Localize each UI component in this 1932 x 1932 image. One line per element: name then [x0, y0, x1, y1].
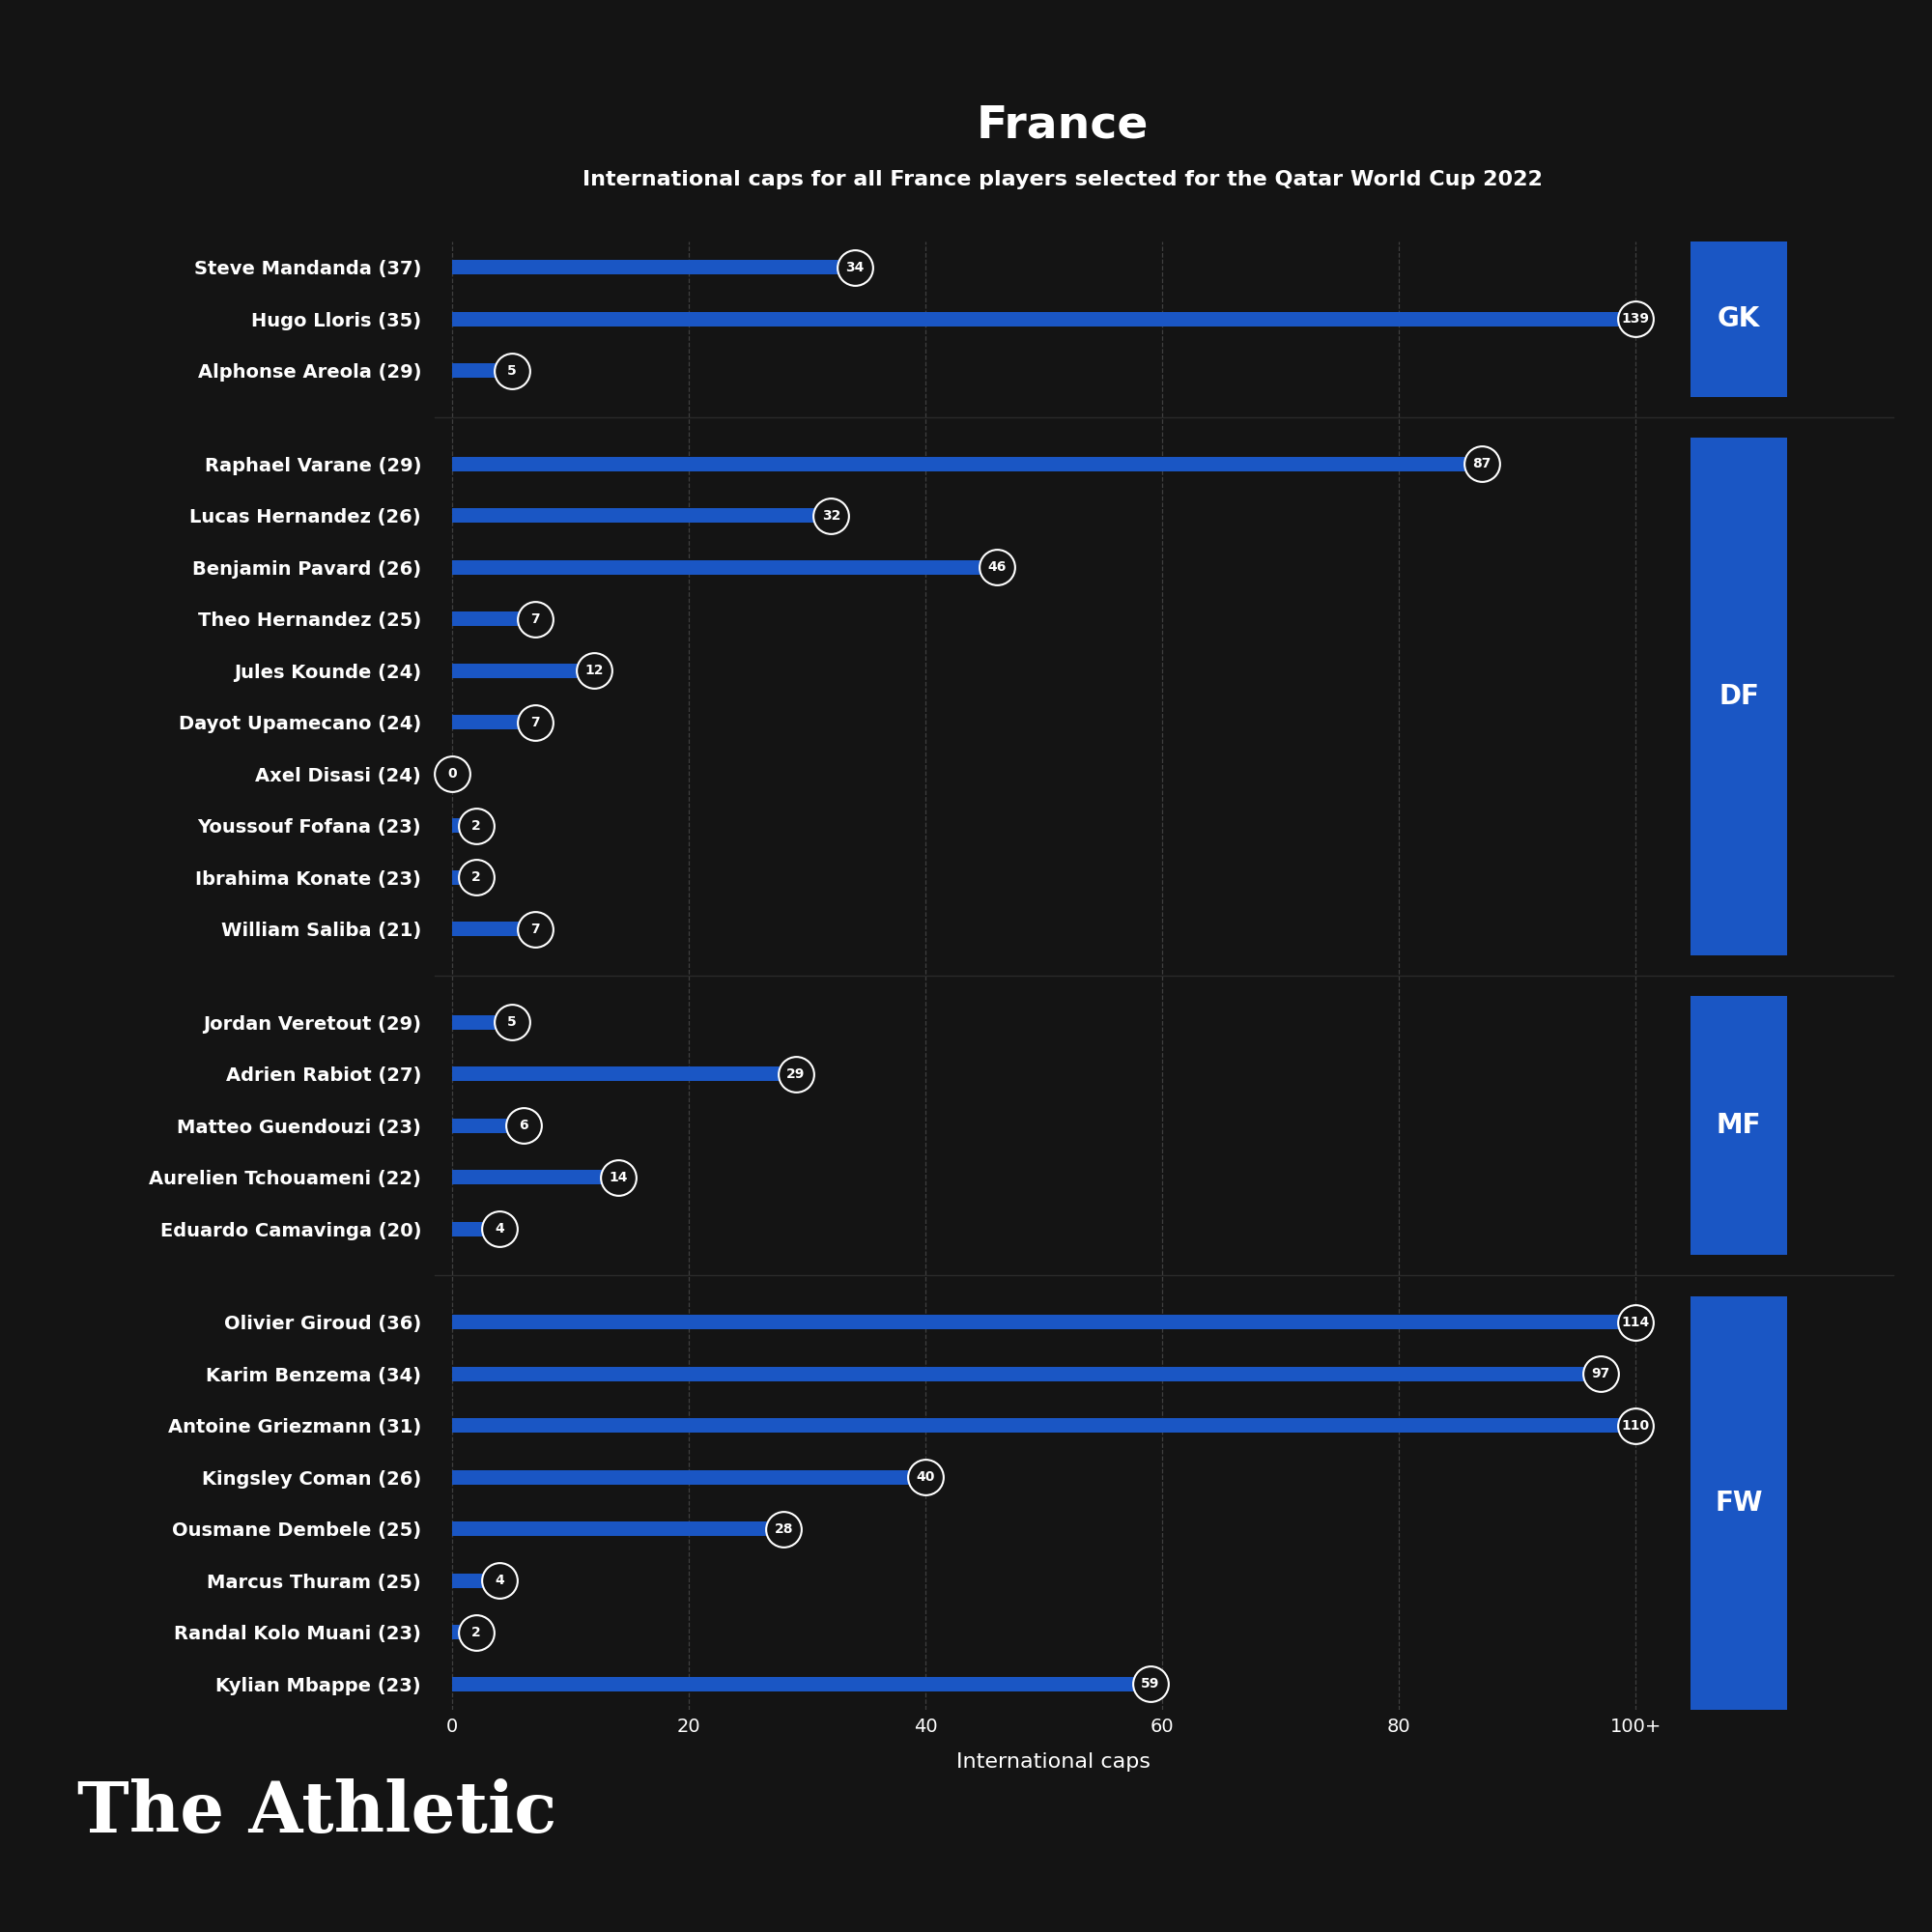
- Text: GK: GK: [1718, 305, 1760, 332]
- Point: [460, 810, 491, 840]
- Text: 0: 0: [448, 767, 458, 781]
- Text: 87: 87: [1472, 458, 1492, 471]
- Point: [520, 914, 551, 945]
- Point: [520, 603, 551, 634]
- Bar: [452, 363, 512, 379]
- Text: 5: 5: [506, 363, 516, 377]
- Bar: [452, 1418, 1636, 1434]
- Text: 5: 5: [506, 1016, 516, 1030]
- Bar: [452, 1014, 512, 1030]
- Point: [1621, 1306, 1652, 1337]
- Text: MF: MF: [1716, 1113, 1762, 1140]
- Text: 114: 114: [1621, 1316, 1650, 1329]
- Point: [769, 1513, 800, 1544]
- Point: [485, 1213, 516, 1244]
- Text: 7: 7: [531, 922, 539, 935]
- Bar: [452, 261, 854, 274]
- Point: [520, 707, 551, 738]
- Point: [815, 500, 846, 531]
- Text: 110: 110: [1621, 1418, 1650, 1432]
- Bar: [452, 869, 475, 885]
- Text: DF: DF: [1719, 682, 1758, 709]
- Text: 59: 59: [1142, 1677, 1159, 1690]
- Bar: [452, 715, 535, 730]
- Point: [508, 1111, 539, 1142]
- Point: [1136, 1669, 1167, 1700]
- Bar: [452, 612, 535, 626]
- Text: 7: 7: [531, 612, 539, 626]
- Bar: [452, 1522, 784, 1536]
- Bar: [452, 1119, 524, 1132]
- Text: 40: 40: [916, 1470, 935, 1484]
- Text: 6: 6: [520, 1119, 527, 1132]
- Bar: [452, 508, 831, 524]
- Text: 12: 12: [585, 665, 605, 678]
- Point: [437, 759, 468, 790]
- Point: [838, 251, 869, 282]
- Text: 2: 2: [471, 819, 481, 833]
- Bar: [452, 1066, 796, 1082]
- Point: [485, 1565, 516, 1596]
- Point: [580, 655, 611, 686]
- Text: 28: 28: [775, 1522, 794, 1536]
- Text: 97: 97: [1590, 1368, 1609, 1381]
- Bar: [452, 1171, 618, 1184]
- Point: [1621, 303, 1652, 334]
- Point: [1466, 448, 1497, 479]
- Point: [497, 355, 527, 386]
- Bar: [452, 819, 475, 833]
- Point: [781, 1059, 811, 1090]
- Text: The Athletic: The Athletic: [77, 1777, 556, 1847]
- Point: [1584, 1358, 1615, 1389]
- Point: [1621, 1410, 1652, 1441]
- Text: 139: 139: [1621, 313, 1650, 327]
- Bar: [452, 1573, 500, 1588]
- Text: 2: 2: [471, 871, 481, 885]
- Bar: [452, 663, 595, 678]
- Bar: [452, 1366, 1600, 1381]
- Point: [981, 553, 1012, 583]
- Text: FW: FW: [1716, 1490, 1762, 1517]
- Point: [497, 1007, 527, 1037]
- Text: 46: 46: [987, 560, 1007, 574]
- Text: 29: 29: [786, 1066, 806, 1080]
- Text: 34: 34: [846, 261, 864, 274]
- Bar: [452, 1221, 500, 1236]
- Bar: [452, 311, 1636, 327]
- Bar: [452, 1316, 1636, 1329]
- Text: 4: 4: [495, 1575, 504, 1588]
- Bar: [452, 1677, 1151, 1690]
- Text: France: France: [976, 104, 1150, 147]
- Point: [910, 1463, 941, 1493]
- Bar: [452, 456, 1482, 471]
- Point: [603, 1161, 634, 1192]
- Text: 14: 14: [609, 1171, 628, 1184]
- Point: [460, 862, 491, 893]
- Text: 7: 7: [531, 715, 539, 728]
- X-axis label: International caps: International caps: [956, 1752, 1150, 1772]
- Bar: [452, 1625, 475, 1640]
- Text: 32: 32: [821, 508, 840, 522]
- Bar: [452, 1470, 925, 1484]
- Text: 4: 4: [495, 1223, 504, 1236]
- Text: 2: 2: [471, 1625, 481, 1638]
- Bar: [452, 560, 997, 574]
- Bar: [452, 922, 535, 937]
- Text: International caps for all France players selected for the Qatar World Cup 2022: International caps for all France player…: [583, 170, 1542, 189]
- Point: [460, 1617, 491, 1648]
